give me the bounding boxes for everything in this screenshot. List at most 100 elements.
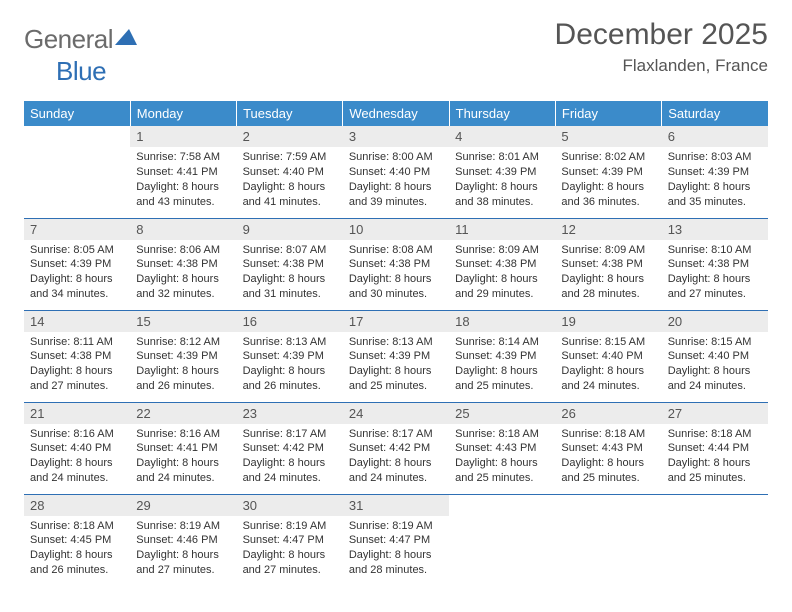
day-details: Sunrise: 8:18 AMSunset: 4:45 PMDaylight:… (24, 516, 130, 582)
calendar-day-cell: 13Sunrise: 8:10 AMSunset: 4:38 PMDayligh… (662, 218, 768, 310)
day-number: 22 (130, 403, 236, 424)
day-number (24, 126, 130, 147)
daylight-text: Daylight: 8 hours and 24 minutes. (136, 456, 230, 486)
calendar-day-cell: 2Sunrise: 7:59 AMSunset: 4:40 PMDaylight… (237, 126, 343, 218)
calendar-day-cell: 27Sunrise: 8:18 AMSunset: 4:44 PMDayligh… (662, 402, 768, 494)
day-details: Sunrise: 8:16 AMSunset: 4:41 PMDaylight:… (130, 424, 236, 490)
sunset-text: Sunset: 4:38 PM (349, 257, 443, 272)
sunset-text: Sunset: 4:39 PM (668, 165, 762, 180)
day-details: Sunrise: 8:09 AMSunset: 4:38 PMDaylight:… (555, 240, 661, 306)
calendar-day-cell: 25Sunrise: 8:18 AMSunset: 4:43 PMDayligh… (449, 402, 555, 494)
logo-text-general: General (24, 24, 113, 55)
sunset-text: Sunset: 4:38 PM (561, 257, 655, 272)
daylight-text: Daylight: 8 hours and 26 minutes. (30, 548, 124, 578)
weekday-header: Thursday (449, 101, 555, 126)
day-number: 31 (343, 495, 449, 516)
day-number (449, 495, 555, 516)
day-details: Sunrise: 8:17 AMSunset: 4:42 PMDaylight:… (343, 424, 449, 490)
sunrise-text: Sunrise: 8:13 AM (243, 335, 337, 350)
calendar-day-cell: 10Sunrise: 8:08 AMSunset: 4:38 PMDayligh… (343, 218, 449, 310)
calendar-day-cell: 20Sunrise: 8:15 AMSunset: 4:40 PMDayligh… (662, 310, 768, 402)
sunrise-text: Sunrise: 7:59 AM (243, 150, 337, 165)
day-details: Sunrise: 8:19 AMSunset: 4:46 PMDaylight:… (130, 516, 236, 582)
day-number: 3 (343, 126, 449, 147)
calendar-day-cell: 1Sunrise: 7:58 AMSunset: 4:41 PMDaylight… (130, 126, 236, 218)
daylight-text: Daylight: 8 hours and 25 minutes. (668, 456, 762, 486)
day-number: 25 (449, 403, 555, 424)
day-number: 17 (343, 311, 449, 332)
day-number: 8 (130, 219, 236, 240)
calendar-day-cell: 24Sunrise: 8:17 AMSunset: 4:42 PMDayligh… (343, 402, 449, 494)
sunrise-text: Sunrise: 8:15 AM (561, 335, 655, 350)
daylight-text: Daylight: 8 hours and 24 minutes. (668, 364, 762, 394)
day-number: 30 (237, 495, 343, 516)
calendar-day-cell: 8Sunrise: 8:06 AMSunset: 4:38 PMDaylight… (130, 218, 236, 310)
weekday-header: Monday (130, 101, 236, 126)
calendar-table: Sunday Monday Tuesday Wednesday Thursday… (24, 101, 768, 586)
calendar-day-cell: 6Sunrise: 8:03 AMSunset: 4:39 PMDaylight… (662, 126, 768, 218)
sunset-text: Sunset: 4:43 PM (561, 441, 655, 456)
calendar-day-cell: 12Sunrise: 8:09 AMSunset: 4:38 PMDayligh… (555, 218, 661, 310)
calendar-day-cell: 17 Sunrise: 8:13 AMSunset: 4:39 PMDayligh… (343, 310, 449, 402)
day-details: Sunrise: 8:19 AMSunset: 4:47 PMDaylight:… (237, 516, 343, 582)
sunrise-text: Sunrise: 8:16 AM (30, 427, 124, 442)
calendar-day-cell: 26Sunrise: 8:18 AMSunset: 4:43 PMDayligh… (555, 402, 661, 494)
sunrise-text: Sunrise: 8:19 AM (349, 519, 443, 534)
sunrise-text: Sunrise: 8:08 AM (349, 243, 443, 258)
sunset-text: Sunset: 4:40 PM (243, 165, 337, 180)
daylight-text: Daylight: 8 hours and 24 minutes. (561, 364, 655, 394)
day-number: 11 (449, 219, 555, 240)
sunrise-text: Sunrise: 8:17 AM (243, 427, 337, 442)
daylight-text: Daylight: 8 hours and 25 minutes. (455, 456, 549, 486)
day-details: Sunrise: 8:01 AMSunset: 4:39 PMDaylight:… (449, 147, 555, 213)
sunset-text: Sunset: 4:39 PM (349, 349, 443, 364)
day-details: Sunrise: 8:18 AMSunset: 4:43 PMDaylight:… (449, 424, 555, 490)
calendar-day-cell: 15Sunrise: 8:12 AMSunset: 4:39 PMDayligh… (130, 310, 236, 402)
sunset-text: Sunset: 4:43 PM (455, 441, 549, 456)
day-details: Sunrise: 8:17 AMSunset: 4:42 PMDaylight:… (237, 424, 343, 490)
calendar-day-cell: 9Sunrise: 8:07 AMSunset: 4:38 PMDaylight… (237, 218, 343, 310)
sunset-text: Sunset: 4:38 PM (243, 257, 337, 272)
sunrise-text: Sunrise: 8:13 AM (349, 335, 443, 350)
sunrise-text: Sunrise: 8:09 AM (455, 243, 549, 258)
calendar-day-cell (449, 494, 555, 586)
sunset-text: Sunset: 4:40 PM (349, 165, 443, 180)
day-number: 26 (555, 403, 661, 424)
calendar-day-cell: 11Sunrise: 8:09 AMSunset: 4:38 PMDayligh… (449, 218, 555, 310)
sunset-text: Sunset: 4:38 PM (30, 349, 124, 364)
daylight-text: Daylight: 8 hours and 38 minutes. (455, 180, 549, 210)
sunrise-text: Sunrise: 8:18 AM (30, 519, 124, 534)
daylight-text: Daylight: 8 hours and 29 minutes. (455, 272, 549, 302)
day-number: 29 (130, 495, 236, 516)
day-details: Sunrise: 8:14 AMSunset: 4:39 PMDaylight:… (449, 332, 555, 398)
day-details: Sunrise: 8:02 AMSunset: 4:39 PMDaylight:… (555, 147, 661, 213)
day-number: 9 (237, 219, 343, 240)
day-details: Sunrise: 8:00 AMSunset: 4:40 PMDaylight:… (343, 147, 449, 213)
calendar-day-cell: 21Sunrise: 8:16 AMSunset: 4:40 PMDayligh… (24, 402, 130, 494)
day-details: Sunrise: 8:08 AMSunset: 4:38 PMDaylight:… (343, 240, 449, 306)
sunrise-text: Sunrise: 8:10 AM (668, 243, 762, 258)
sunset-text: Sunset: 4:40 PM (561, 349, 655, 364)
day-details: Sunrise: 8:09 AMSunset: 4:38 PMDaylight:… (449, 240, 555, 306)
sunset-text: Sunset: 4:39 PM (561, 165, 655, 180)
calendar-day-cell: 7Sunrise: 8:05 AMSunset: 4:39 PMDaylight… (24, 218, 130, 310)
day-number: 28 (24, 495, 130, 516)
day-number: 20 (662, 311, 768, 332)
weekday-header-row: Sunday Monday Tuesday Wednesday Thursday… (24, 101, 768, 126)
sunrise-text: Sunrise: 7:58 AM (136, 150, 230, 165)
day-number (555, 495, 661, 516)
sunrise-text: Sunrise: 8:18 AM (455, 427, 549, 442)
sunrise-text: Sunrise: 8:07 AM (243, 243, 337, 258)
sunset-text: Sunset: 4:40 PM (668, 349, 762, 364)
daylight-text: Daylight: 8 hours and 25 minutes. (349, 364, 443, 394)
sunset-text: Sunset: 4:46 PM (136, 533, 230, 548)
sunrise-text: Sunrise: 8:19 AM (243, 519, 337, 534)
calendar-day-cell: 19Sunrise: 8:15 AMSunset: 4:40 PMDayligh… (555, 310, 661, 402)
calendar-day-cell: 18Sunrise: 8:14 AMSunset: 4:39 PMDayligh… (449, 310, 555, 402)
day-number: 13 (662, 219, 768, 240)
sunset-text: Sunset: 4:38 PM (455, 257, 549, 272)
calendar-week-row: 28Sunrise: 8:18 AMSunset: 4:45 PMDayligh… (24, 494, 768, 586)
daylight-text: Daylight: 8 hours and 32 minutes. (136, 272, 230, 302)
calendar-day-cell: 30Sunrise: 8:19 AMSunset: 4:47 PMDayligh… (237, 494, 343, 586)
sunrise-text: Sunrise: 8:19 AM (136, 519, 230, 534)
